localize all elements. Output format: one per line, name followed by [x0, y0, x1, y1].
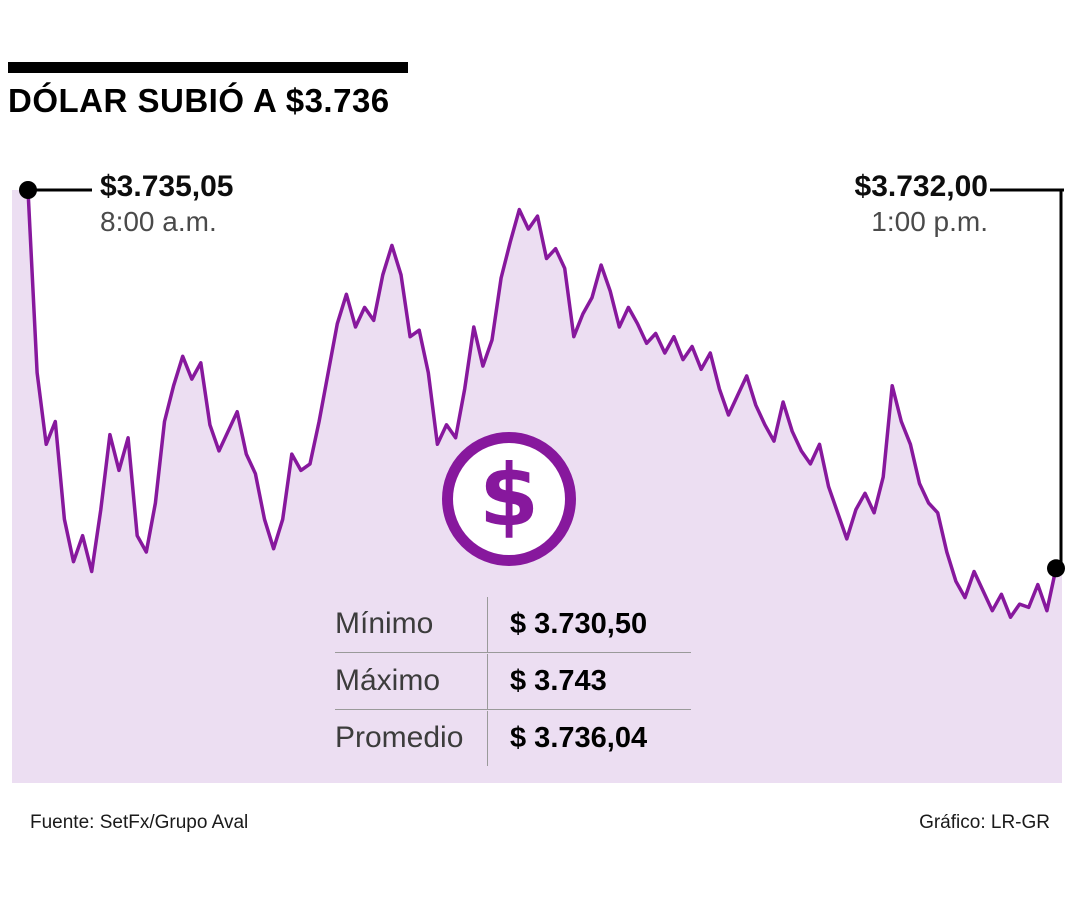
stats-row-max: Máximo $ 3.743 [335, 653, 691, 710]
start-price-label: $3.735,05 [100, 170, 234, 203]
stats-label: Mínimo [335, 607, 434, 640]
stats-row-avg: Promedio $ 3.736,04 [335, 710, 691, 766]
title-accent-bar [8, 62, 408, 73]
end-time-label: 1:00 p.m. [871, 206, 988, 237]
dollar-glyph: $ [479, 446, 539, 546]
start-time-label: 8:00 a.m. [100, 206, 217, 237]
graphic-credit: Gráfico: LR-GR [919, 812, 1050, 833]
page-title: DÓLAR SUBIÓ A $3.736 [8, 82, 390, 119]
stats-label: Promedio [335, 721, 464, 754]
source-credit: Fuente: SetFx/Grupo Aval [30, 812, 249, 833]
stats-table: Mínimo $ 3.730,50 Máximo $ 3.743 Promedi… [335, 596, 691, 766]
start-annotation: $3.735,05 8:00 a.m. [100, 170, 233, 239]
stats-value: $ 3.743 [487, 653, 691, 709]
start-point-marker [19, 181, 37, 199]
end-price-label: $3.732,00 [854, 170, 988, 203]
footer: Fuente: SetFx/Grupo Aval Gráfico: LR-GR [30, 812, 1050, 834]
stats-value: $ 3.730,50 [487, 596, 691, 652]
stats-row-min: Mínimo $ 3.730,50 [335, 596, 691, 653]
end-annotation: $3.732,00 1:00 p.m. [855, 170, 988, 239]
dollar-sign-icon: $ [442, 432, 576, 566]
stats-value: $ 3.736,04 [487, 710, 691, 766]
end-point-marker [1047, 559, 1065, 578]
stats-label: Máximo [335, 664, 441, 697]
price-line [26, 188, 1058, 619]
